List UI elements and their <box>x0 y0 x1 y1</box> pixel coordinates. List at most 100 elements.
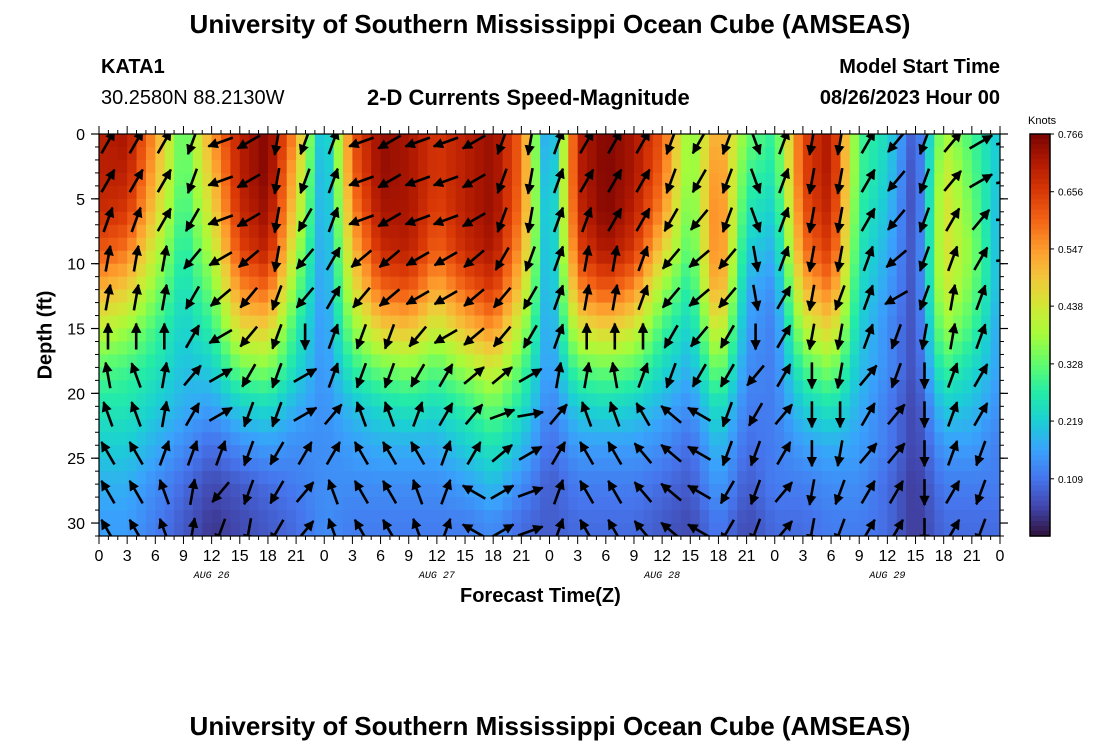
heatmap-cell <box>840 185 851 200</box>
heatmap-cell <box>924 419 935 433</box>
colorbar-segment <box>1030 259 1050 266</box>
heatmap-cell <box>389 185 400 200</box>
heatmap-cell <box>483 159 494 174</box>
heatmap-cell <box>371 471 382 485</box>
heatmap-cell <box>249 237 260 252</box>
heatmap-cell <box>849 380 860 394</box>
heatmap-cell <box>324 211 335 226</box>
heatmap-cell <box>662 159 673 174</box>
heatmap-cell <box>727 159 738 174</box>
heatmap-cell <box>511 250 522 265</box>
heatmap-cell <box>605 328 616 343</box>
current-arrow <box>660 521 680 536</box>
heatmap-cell <box>737 237 748 252</box>
heatmap-cell <box>765 380 776 394</box>
heatmap-cell <box>343 172 354 187</box>
heatmap-cell <box>821 380 832 394</box>
heatmap-cell <box>540 367 551 381</box>
heatmap-cell <box>455 445 466 459</box>
heatmap-cell <box>493 289 504 304</box>
heatmap-cell <box>727 250 738 265</box>
heatmap-cell <box>981 159 992 174</box>
current-arrow <box>184 402 201 427</box>
current-arrow <box>128 479 144 505</box>
heatmap-cell <box>887 276 898 291</box>
heatmap-cell <box>765 432 776 446</box>
heatmap-cell <box>361 198 372 213</box>
heatmap-cell <box>596 380 607 394</box>
heatmap-cell <box>530 276 541 291</box>
heatmap-cell <box>418 146 429 161</box>
heatmap-cell <box>389 134 400 148</box>
heatmap-cell <box>990 224 1000 239</box>
current-arrow <box>721 168 734 195</box>
heatmap-cell <box>474 432 485 446</box>
heatmap-cell <box>333 432 344 446</box>
heatmap-cell <box>202 497 213 511</box>
heatmap-cell <box>953 250 964 265</box>
heatmap-cell <box>408 185 419 200</box>
heatmap-cell <box>436 159 447 174</box>
heatmap-cell <box>155 341 166 356</box>
heatmap-cell <box>981 458 992 472</box>
current-arrow <box>295 286 315 309</box>
heatmap-cell <box>643 185 654 200</box>
heatmap-cell <box>943 445 954 459</box>
heatmap-cell <box>474 315 485 330</box>
heatmap-cell <box>831 134 842 148</box>
heatmap-cell <box>483 406 494 420</box>
heatmap-cell <box>859 484 870 498</box>
heatmap-cell <box>587 315 598 330</box>
heatmap-cell <box>296 367 307 381</box>
heatmap-cell <box>990 263 1000 278</box>
heatmap-cell <box>361 263 372 278</box>
heatmap-cell <box>821 419 832 433</box>
heatmap-cell <box>840 237 851 252</box>
heatmap-cell <box>680 523 691 536</box>
colorbar-segment <box>1030 189 1050 195</box>
y-tick-label: 5 <box>76 192 85 209</box>
x-tick-label: 0 <box>95 548 104 565</box>
heatmap-cell <box>249 315 260 330</box>
heatmap-cell <box>155 211 166 226</box>
current-arrow <box>774 481 794 503</box>
heatmap-cell <box>455 354 466 369</box>
heatmap-cell <box>831 198 842 213</box>
heatmap-cell <box>906 198 917 213</box>
date-label: AUG 28 <box>643 571 680 582</box>
heatmap-cell <box>465 302 476 317</box>
heatmap-cell <box>915 510 926 524</box>
current-arrow <box>806 167 817 195</box>
heatmap-cell <box>483 211 494 226</box>
heatmap-cell <box>859 380 870 394</box>
heatmap-cell <box>558 393 569 407</box>
current-arrow <box>404 175 431 188</box>
heatmap-cell <box>633 172 644 187</box>
heatmap-cell <box>962 250 973 265</box>
heatmap-cell <box>652 263 663 278</box>
heatmap-cell <box>577 406 588 420</box>
heatmap-cell <box>877 328 888 343</box>
colorbar-segment <box>1030 319 1050 326</box>
heatmap-cell <box>258 458 269 472</box>
heatmap-cell <box>249 432 260 446</box>
heatmap-cell <box>483 224 494 239</box>
heatmap-cell <box>192 263 203 278</box>
heatmap-cell <box>446 484 457 498</box>
heatmap-cell <box>840 224 851 239</box>
heatmap-cell <box>812 224 823 239</box>
heatmap-cell <box>821 432 832 446</box>
heatmap-cell <box>737 523 748 536</box>
heatmap-cell <box>793 328 804 343</box>
current-arrow <box>776 363 792 388</box>
heatmap-cell <box>737 146 748 161</box>
heatmap-cell <box>286 510 297 524</box>
heatmap-cell <box>277 328 288 343</box>
heatmap-cell <box>568 341 579 356</box>
current-arrow <box>522 324 538 349</box>
heatmap-cell <box>802 328 813 343</box>
heatmap-cell <box>192 198 203 213</box>
heatmap-cell <box>934 432 945 446</box>
heatmap-cell <box>155 393 166 407</box>
